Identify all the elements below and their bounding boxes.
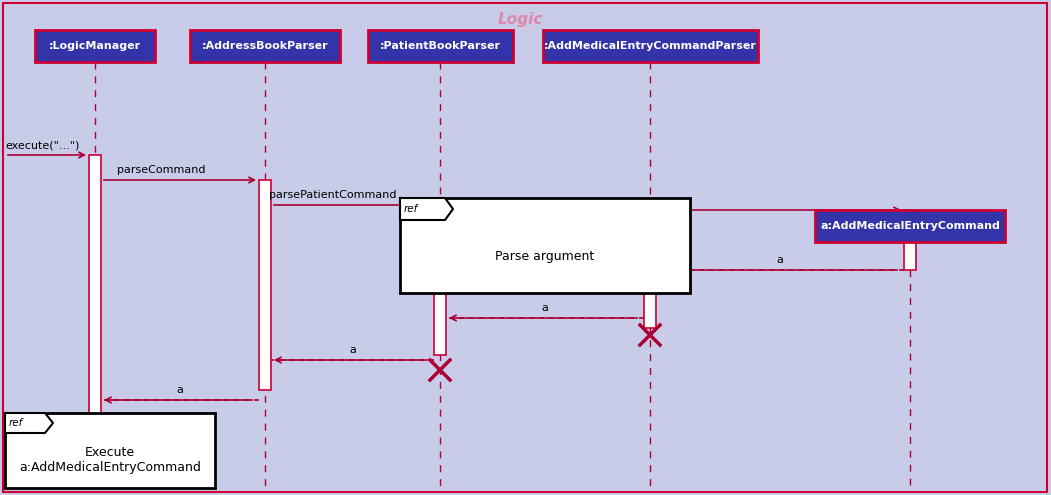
Bar bbox=[400, 198, 691, 293]
Text: a: a bbox=[777, 255, 783, 265]
Bar bbox=[89, 155, 101, 415]
Polygon shape bbox=[400, 198, 453, 220]
Text: ref: ref bbox=[404, 204, 418, 214]
Bar bbox=[259, 180, 271, 390]
Bar bbox=[190, 30, 341, 62]
Text: parsePatientCommand: parsePatientCommand bbox=[269, 190, 396, 200]
Text: :LogicManager: :LogicManager bbox=[49, 41, 141, 51]
Text: :AddressBookParser: :AddressBookParser bbox=[202, 41, 328, 51]
Bar bbox=[35, 30, 154, 62]
Text: a: a bbox=[349, 345, 356, 355]
Text: Execute
a:AddMedicalEntryCommand: Execute a:AddMedicalEntryCommand bbox=[19, 446, 201, 475]
Text: parsePatientCommand: parsePatientCommand bbox=[457, 213, 585, 223]
Text: Parse argument: Parse argument bbox=[495, 250, 595, 263]
Bar bbox=[815, 210, 1005, 242]
Text: :AddMedicalEntryCommandParser: :AddMedicalEntryCommandParser bbox=[543, 41, 757, 51]
Text: ref: ref bbox=[9, 418, 23, 428]
Bar bbox=[434, 205, 446, 355]
Text: Logic: Logic bbox=[497, 12, 542, 27]
Text: a: a bbox=[541, 303, 549, 313]
Bar bbox=[542, 30, 758, 62]
Text: :PatientBookParser: :PatientBookParser bbox=[379, 41, 500, 51]
Bar bbox=[368, 30, 513, 62]
Text: a:AddMedicalEntryCommand: a:AddMedicalEntryCommand bbox=[820, 221, 1000, 231]
Bar bbox=[5, 413, 215, 488]
Text: execute("..."): execute("...") bbox=[5, 140, 80, 150]
Polygon shape bbox=[5, 413, 53, 433]
Bar bbox=[644, 228, 656, 328]
Text: a: a bbox=[177, 385, 184, 395]
Bar bbox=[904, 210, 916, 270]
Text: parseCommand: parseCommand bbox=[117, 165, 205, 175]
